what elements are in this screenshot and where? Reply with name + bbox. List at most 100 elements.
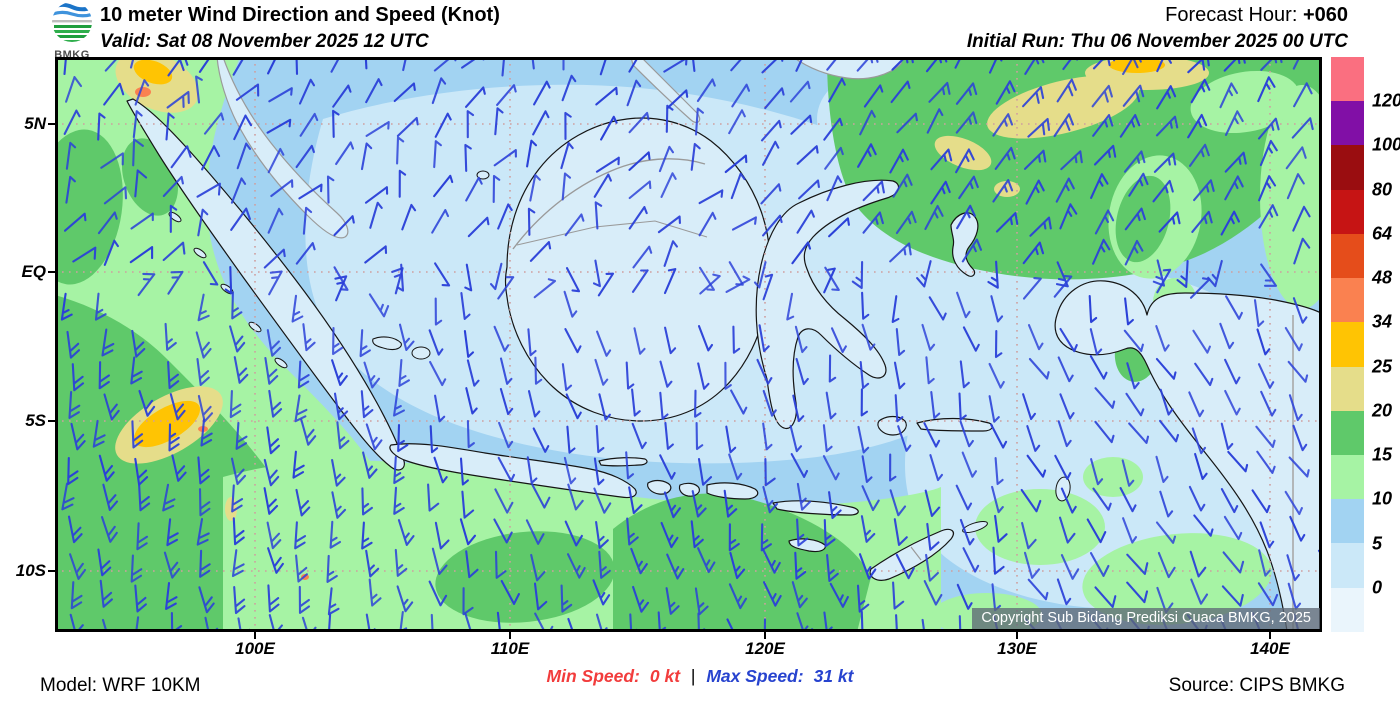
wind-barb [1059,203,1078,230]
wind-barb [527,328,537,357]
wind-barb [595,86,618,106]
wind-barb [1219,82,1239,109]
lat-tick [48,420,55,422]
wind-barb [429,360,447,387]
wind-barb [1022,86,1045,108]
wind-barb [830,327,847,354]
wind-barb [923,580,943,606]
wind-barb [761,548,781,574]
wind-barb [694,587,709,616]
wind-barb [1257,76,1276,103]
wind-barb [1056,578,1072,606]
lat-label-5N: 5N [24,114,46,133]
wind-barb [1257,117,1280,140]
wind-barb [291,294,304,323]
speed-summary: Min Speed: 0 kt | Max Speed: 31 kt [0,666,1400,687]
wind-barb [65,175,76,204]
wind-barb [434,112,452,138]
wind-barb [694,389,702,418]
wind-barb [433,174,454,198]
wind-barb [533,80,551,106]
wind-barb [267,584,280,613]
wind-barb [60,292,73,321]
wind-barb [595,424,605,454]
wind-barb [691,490,707,518]
wind-barb [398,358,410,387]
wind-barb [795,357,809,386]
wind-barb [1188,143,1210,167]
wind-barb [595,520,609,549]
wind-barb [956,291,971,319]
wind-barb [230,207,251,231]
wind-barb [731,216,757,231]
wind-barb [531,57,535,70]
wind-barb [1258,549,1271,577]
wind-barb [856,584,870,613]
colorbar-label-48: 48 [1372,267,1393,288]
wind-barb [1026,454,1047,478]
wind-barb [594,201,603,230]
wind-barb [298,585,311,614]
wind-barb [632,585,650,613]
wind-barb [299,112,319,137]
wind-barb [730,57,752,72]
wind-barb [1059,327,1078,353]
wind-barb [61,482,75,511]
wind-barb [1092,238,1111,265]
wind-barb [465,387,478,415]
wind-barb [1021,521,1037,550]
wind-barb [592,259,601,288]
wind-barb [166,90,190,109]
wind-barb [294,521,307,550]
wind-barb [233,114,253,141]
wind-barb [368,293,390,318]
wind-barb [1251,489,1271,514]
wind-barb [1158,211,1181,233]
wind-barb [134,169,148,198]
wind-barb [364,186,389,204]
wind-barb [762,273,774,301]
wind-barb [467,216,490,238]
wind-barb [631,422,647,450]
wind-barb [102,483,119,511]
wind-barb [663,268,677,295]
wind-barb [1220,488,1239,514]
wind-barb [665,587,680,615]
lat-label-5S: 5S [25,411,46,430]
wind-barb [465,550,479,579]
wind-barb [895,553,915,580]
wind-barb [564,328,582,354]
wind-barb [267,57,278,75]
wind-barb [930,180,951,205]
wind-barb [1259,521,1275,549]
wind-barb [236,142,252,170]
wind-barb [464,143,472,172]
lat-label-EQ: EQ [21,262,46,281]
wind-barb [786,292,795,321]
lat-tick [48,123,55,125]
colorbar-label-80: 80 [1372,179,1393,200]
wind-barb [893,518,908,546]
wind-barb [229,325,246,353]
wind-barb [464,263,473,292]
wind-barb [465,176,483,202]
wind-barb [861,455,873,483]
wind-barb [498,421,514,449]
wind-barb [224,266,233,295]
wind-barb [594,358,609,386]
wind-barb [267,207,284,234]
wind-barb [131,329,146,358]
wind-barb [1057,420,1072,448]
wind-barb [1122,517,1138,544]
wind-barb [1123,329,1144,352]
wind-barb [1189,550,1207,578]
wind-barb [162,483,176,512]
wind-barb [466,359,480,387]
wind-barb [233,586,246,615]
wind-barb [697,547,716,574]
wind-barb [1256,328,1271,356]
wind-barb [959,360,970,389]
wind-barb [263,458,280,487]
wind-barb [596,330,612,357]
